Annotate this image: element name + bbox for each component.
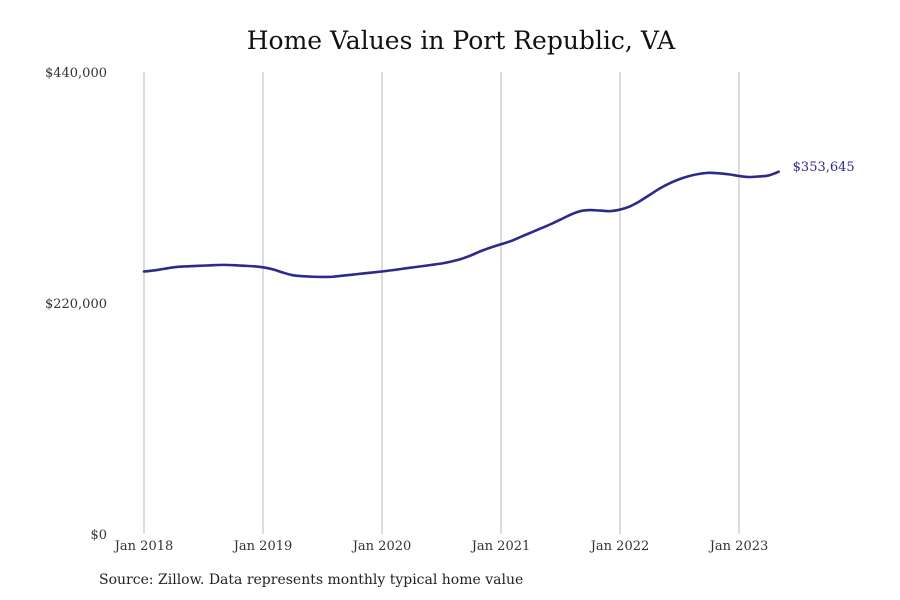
x-tick-label: Jan 2019 (232, 539, 293, 554)
y-tick-label: $220,000 (45, 297, 107, 312)
chart-title: Home Values in Port Republic, VA (246, 26, 676, 55)
y-axis-ticks: $0 $220,000 $440,000 (45, 66, 107, 543)
source-note: Source: Zillow. Data represents monthly … (99, 572, 524, 588)
y-tick-label: $0 (90, 528, 107, 543)
end-label-layer: $353,645 (793, 160, 855, 175)
x-axis-ticks: Jan 2018 Jan 2019 Jan 2020 Jan 2021 Jan 2022… (113, 539, 769, 554)
series-line-layer (142, 170, 780, 279)
x-tick-label: Jan 2021 (470, 539, 531, 554)
end-value-label: $353,645 (793, 160, 855, 175)
home-value-line (142, 170, 780, 279)
x-tick-label: Jan 2020 (351, 539, 412, 554)
grid-lines (143, 72, 740, 534)
x-tick-label: Jan 2022 (589, 539, 650, 554)
y-tick-label: $440,000 (45, 66, 107, 81)
x-tick-label: Jan 2023 (708, 539, 769, 554)
x-tick-label: Jan 2018 (113, 539, 174, 554)
